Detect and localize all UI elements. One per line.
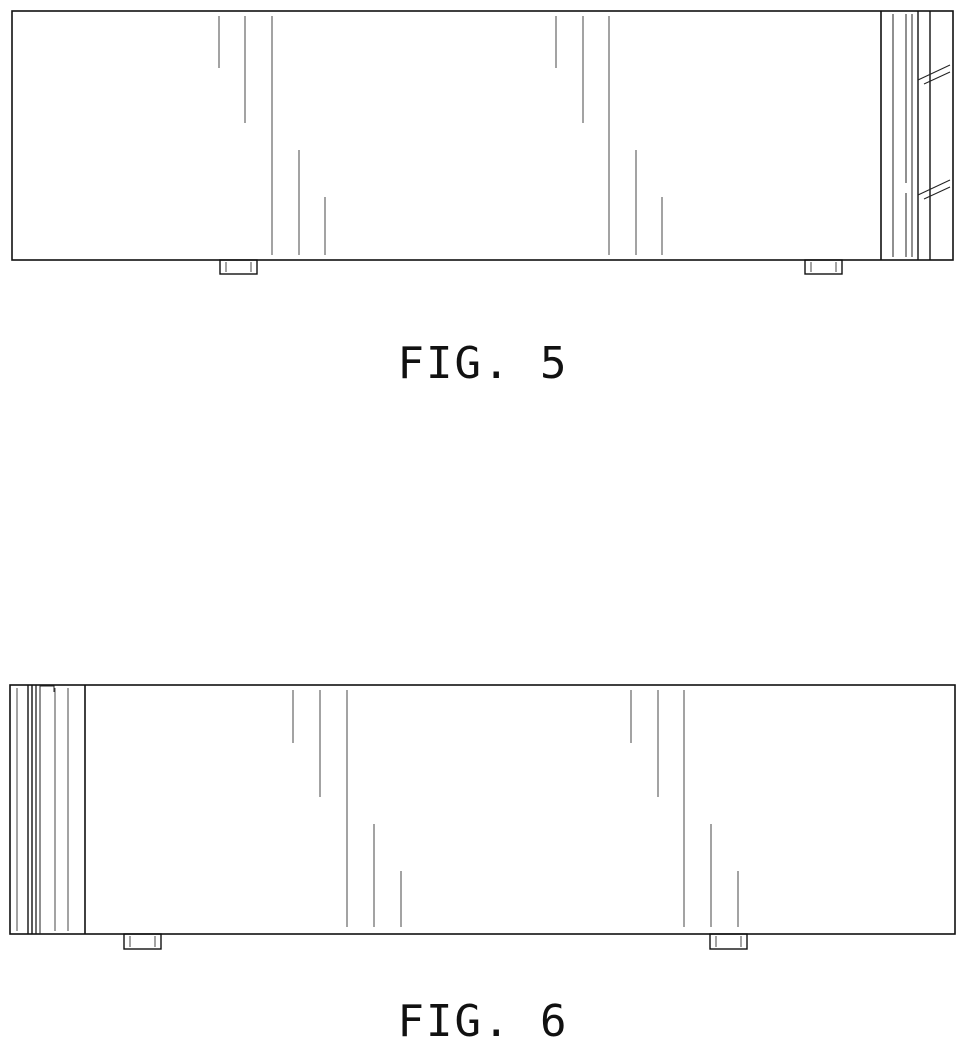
cabinet-body — [12, 11, 953, 260]
figure-6-caption: FIG. 6 — [0, 1000, 966, 1044]
figure-6 — [0, 670, 966, 960]
top-notch — [40, 686, 54, 692]
reflection-mark — [918, 65, 950, 80]
figure-5-caption: FIG. 5 — [0, 342, 966, 386]
figure-5 — [0, 0, 966, 300]
figure-5-drawing — [0, 0, 966, 300]
reflection-mark — [924, 72, 950, 84]
reflection-mark — [918, 180, 950, 195]
cabinet-body — [10, 685, 955, 934]
reflection-mark — [924, 187, 950, 199]
figure-6-drawing — [0, 670, 966, 960]
